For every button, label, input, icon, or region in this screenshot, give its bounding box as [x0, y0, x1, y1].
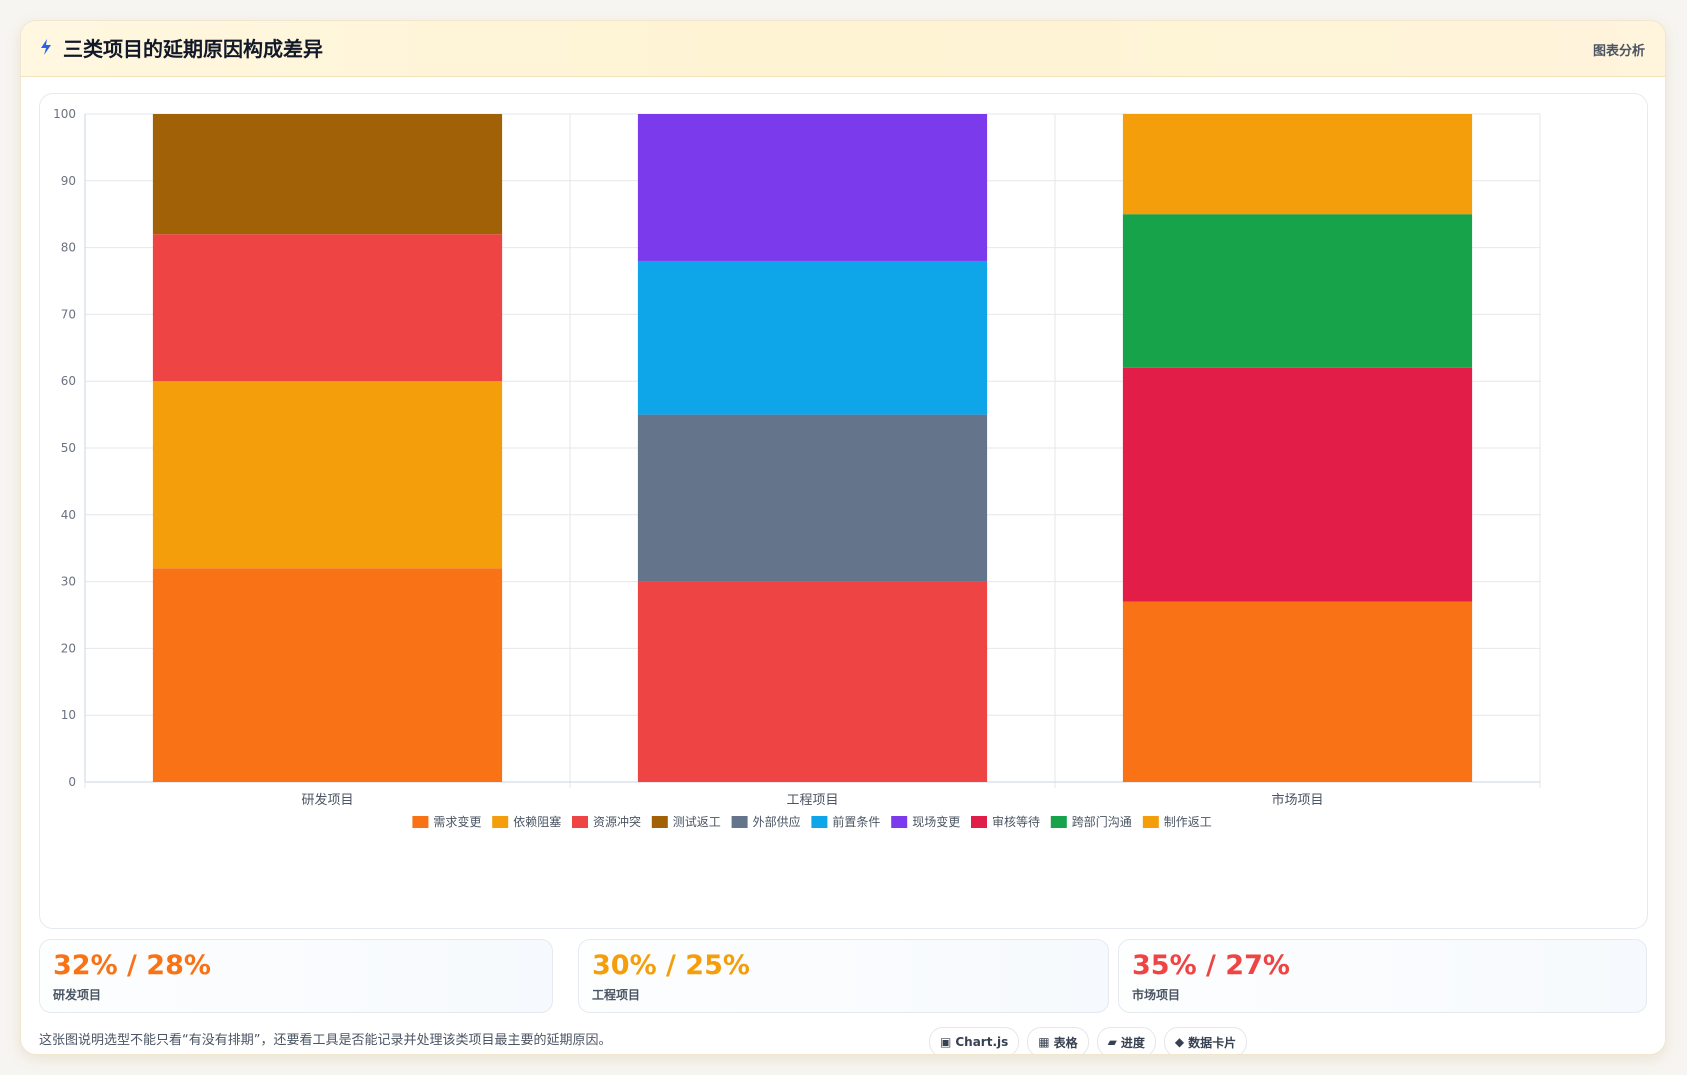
legend-label: 审核等待 — [992, 814, 1040, 829]
tag-label: Chart.js — [955, 1035, 1009, 1049]
legend-label: 制作返工 — [1164, 815, 1212, 829]
tag-list: ▣ Chart.js ▦ 表格 ▰ 进度 ◆ 数据卡片 — [929, 1027, 1248, 1054]
tag-table[interactable]: ▦ 表格 — [1027, 1027, 1089, 1054]
y-tick-label: 80 — [61, 241, 76, 255]
legend-swatch — [1142, 816, 1159, 828]
y-tick-label: 70 — [61, 307, 76, 321]
y-tick-label: 30 — [61, 575, 76, 589]
legend-swatch — [572, 816, 588, 828]
stat-label: 工程项目 — [592, 988, 641, 1002]
stat-value: 32% / 28% — [53, 950, 211, 981]
stat-card-marketing: 35% / 27% 市场项目 — [1118, 939, 1647, 1013]
bar-segment — [152, 234, 503, 382]
legend-label: 依赖阻塞 — [513, 814, 561, 829]
chart-card: 三类项目的延期原因构成差异 图表分析 0 10 20 30 40 50 60 70 80 90 10… — [20, 20, 1666, 1055]
card-header: 三类项目的延期原因构成差异 图表分析 — [21, 21, 1665, 77]
legend-label: 外部供应 — [753, 814, 801, 829]
legend-swatch — [1050, 816, 1067, 828]
x-tick-label: 研发项目 — [301, 792, 353, 808]
bar-segment — [152, 381, 503, 569]
y-tick-label: 0 — [68, 775, 76, 789]
bar-segment — [1122, 601, 1473, 782]
stat-label: 研发项目 — [53, 988, 102, 1002]
stat-card-engineering: 30% / 25% 工程项目 — [578, 939, 1109, 1013]
tag-chartjs[interactable]: ▣ Chart.js — [929, 1027, 1020, 1054]
legend-label: 需求变更 — [433, 814, 481, 829]
legend-label: 测试返工 — [673, 814, 721, 829]
chart-analysis-link[interactable]: 图表分析 — [1592, 44, 1645, 59]
tag-label: 进度 — [1120, 1035, 1145, 1050]
y-tick-label: 20 — [61, 641, 76, 655]
window-icon: ▣ — [940, 1035, 952, 1049]
lightning-icon — [41, 39, 51, 55]
bar-segment — [1122, 114, 1473, 215]
diamond-icon: ◆ — [1174, 1035, 1185, 1049]
y-tick-label: 100 — [53, 107, 76, 121]
y-tick-label: 90 — [61, 174, 76, 188]
tag-progress[interactable]: ▰ 进度 — [1096, 1027, 1156, 1054]
stat-label: 市场项目 — [1132, 988, 1181, 1002]
legend-label: 跨部门沟通 — [1072, 814, 1132, 829]
stat-card-rd: 32% / 28% 研发项目 — [39, 939, 553, 1013]
x-tick-label: 工程项目 — [786, 793, 838, 808]
legend-swatch — [891, 816, 908, 828]
tag-data-card[interactable]: ◆ 数据卡片 — [1163, 1027, 1248, 1054]
bar-segment — [1122, 214, 1473, 368]
legend-swatch — [731, 816, 748, 828]
bar-segment — [1122, 367, 1473, 602]
progress-icon: ▰ — [1107, 1035, 1117, 1049]
legend-swatch — [811, 816, 828, 828]
chart-panel: 0 10 20 30 40 50 60 70 80 90 100 研发项目 工程项目 市场项目需求变更 依赖… — [39, 93, 1648, 929]
legend-swatch — [971, 816, 987, 828]
bar-segment — [637, 114, 988, 261]
y-tick-label: 10 — [61, 708, 76, 722]
legend-label: 资源冲突 — [593, 814, 641, 829]
stat-value: 30% / 25% — [592, 950, 750, 981]
table-icon: ▦ — [1038, 1035, 1050, 1049]
bar-segment — [637, 260, 988, 415]
bar-segment — [152, 114, 503, 235]
page-title: 三类项目的延期原因构成差异 — [63, 37, 323, 61]
legend-swatch — [412, 816, 429, 828]
legend-label: 现场变更 — [912, 814, 960, 829]
legend-swatch — [492, 816, 509, 828]
legend-swatch — [651, 816, 668, 828]
tag-label: 表格 — [1053, 1035, 1078, 1050]
legend-label: 前置条件 — [832, 814, 880, 829]
bar-segment — [152, 568, 503, 782]
y-tick-label: 50 — [61, 441, 76, 455]
chart-note: 这张图说明选型不能只看“有没有排期”，还要看工具是否能记录并处理该类项目最主要的… — [39, 1033, 612, 1048]
x-tick-label: 市场项目 — [1271, 792, 1323, 808]
y-tick-label: 40 — [61, 508, 76, 522]
tag-label: 数据卡片 — [1188, 1035, 1237, 1050]
stat-value: 35% / 27% — [1132, 950, 1290, 981]
bar-segment — [637, 414, 988, 582]
bar-segment — [637, 581, 988, 782]
y-tick-label: 60 — [61, 374, 76, 388]
